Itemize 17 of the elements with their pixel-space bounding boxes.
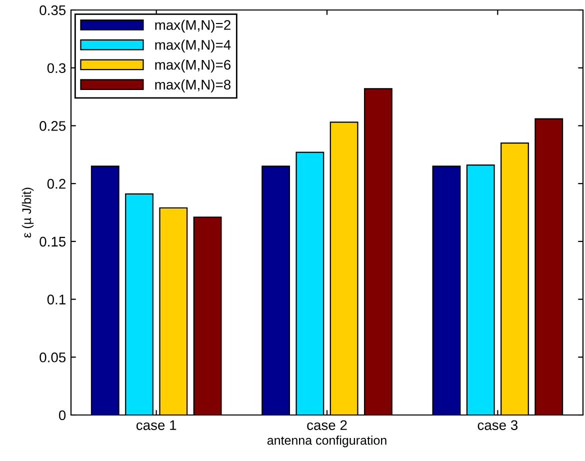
legend-label: max(M,N)=6: [155, 60, 231, 72]
y-tick-label: 0.1: [47, 294, 66, 304]
y-tick-label: 0.25: [40, 121, 66, 131]
y-tick-label: 0.2: [47, 178, 66, 189]
y-tick-label: 0.05: [40, 352, 66, 362]
y-tick-label: 0.15: [40, 236, 66, 247]
y-tick-label: 0: [58, 410, 66, 420]
x-tick-label: case 3: [478, 420, 518, 430]
y-axis-title: ε (µ J/bit): [22, 188, 34, 238]
legend-label: max(M,N)=8: [155, 79, 231, 92]
legend-label: max(M,N)=2: [155, 20, 230, 33]
x-tick-label: case 1: [136, 420, 176, 430]
x-tick-label: case 2: [307, 420, 347, 430]
y-tick-label: 0.35: [40, 5, 66, 16]
y-tick-label: 0.3: [47, 63, 66, 74]
legend-label: max(M,N)=4: [155, 40, 231, 53]
x-axis-title: antenna configuration: [267, 436, 386, 448]
